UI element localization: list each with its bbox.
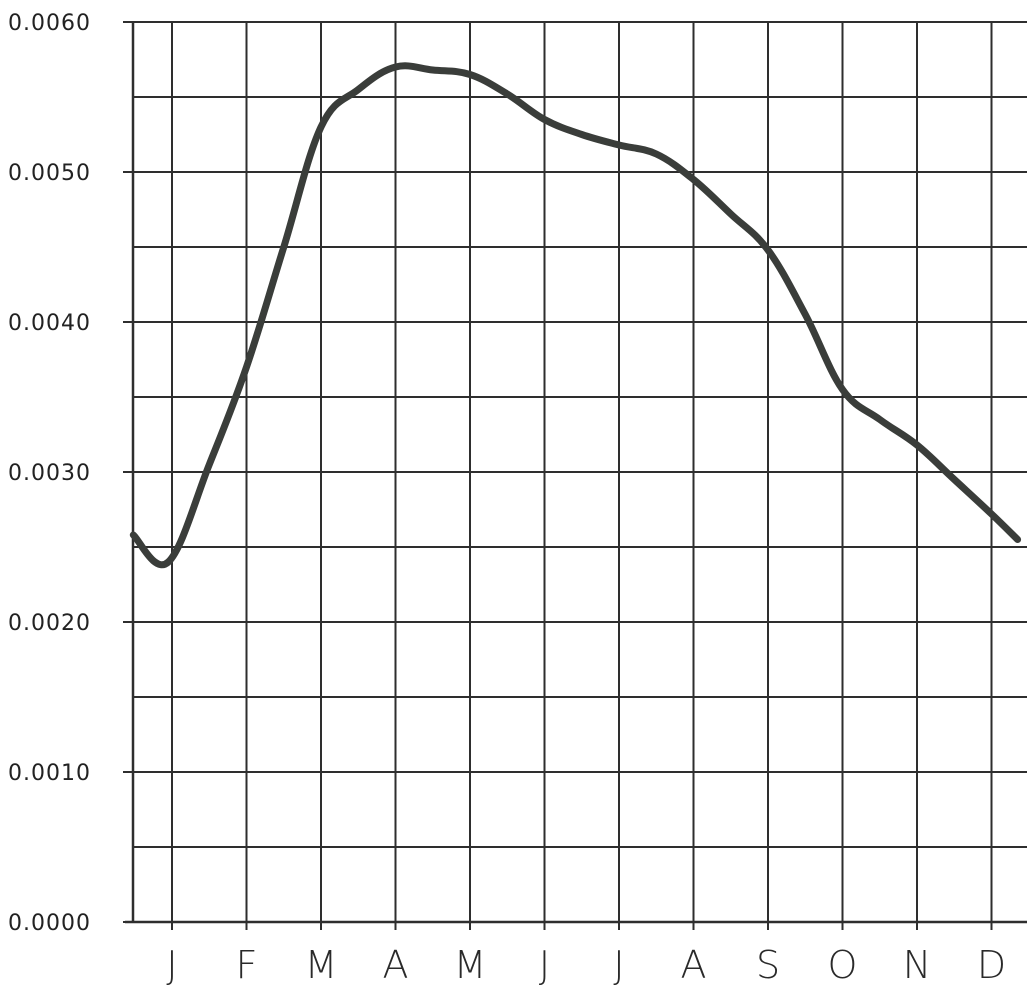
series-line — [129, 62, 1022, 569]
y-tick-label: 0.0010 — [8, 761, 91, 786]
y-tick-label: 0.0050 — [8, 161, 91, 186]
series-layer — [129, 62, 1022, 569]
x-tick-label: J — [613, 943, 624, 987]
x-tick-label: F — [236, 943, 258, 987]
x-tick-label: J — [539, 943, 550, 987]
y-tick-label: 0.0000 — [8, 911, 91, 936]
axes — [123, 21, 1027, 924]
x-tick-label: J — [166, 943, 177, 987]
x-tick-label: N — [903, 943, 931, 987]
x-tick-label: A — [383, 943, 409, 987]
y-tick-label: 0.0040 — [8, 311, 91, 336]
x-tick-label: O — [828, 943, 858, 987]
grid — [133, 21, 1027, 930]
y-tick-label: 0.0060 — [8, 11, 91, 36]
x-tick-label: A — [681, 943, 707, 987]
x-tick-label: M — [454, 943, 487, 987]
x-tick-label: D — [977, 943, 1006, 987]
x-tick-label: S — [756, 943, 780, 987]
y-tick-labels: 0.0000 0.0010 0.0020 0.0030 0.0040 0.0050 0.00… — [8, 11, 91, 936]
x-tick-label: M — [305, 943, 338, 987]
y-tick-label: 0.0020 — [8, 611, 91, 636]
y-tick-label: 0.0030 — [8, 461, 91, 486]
